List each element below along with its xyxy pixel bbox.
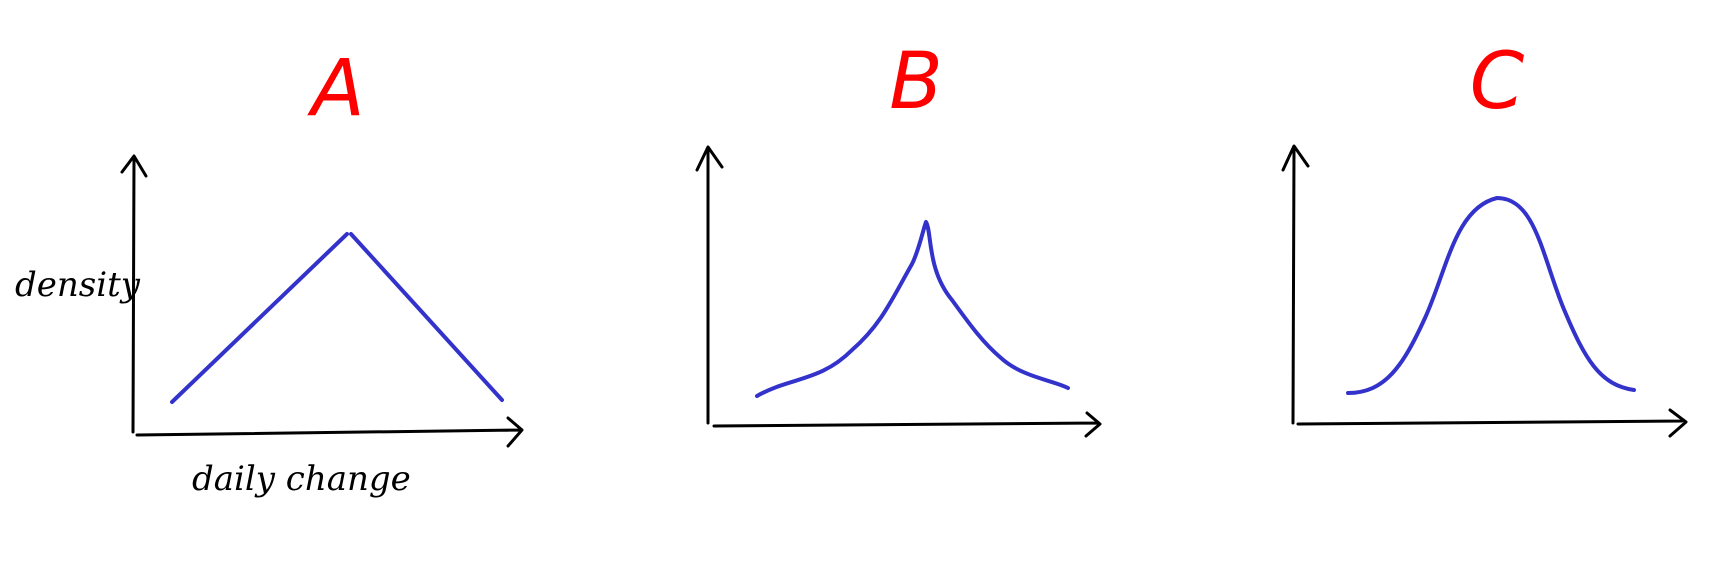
panel-b-y-axis [695, 145, 724, 425]
panel-a-curve [170, 232, 504, 404]
panel-c-x-axis [1296, 408, 1688, 438]
panel-b-label: B [889, 37, 943, 127]
panel-b-curve [755, 220, 1070, 398]
y-axis-label: density [15, 265, 141, 305]
panel-a-label: A [306, 44, 364, 134]
panel-b: B [695, 37, 1102, 438]
x-axis-label: daily change [192, 459, 411, 499]
panel-c-label: C [1470, 37, 1525, 127]
panel-a-y-axis [120, 154, 148, 434]
panel-a-x-axis [135, 416, 524, 448]
panel-a: A density daily change [15, 44, 524, 499]
panel-c-curve [1346, 196, 1636, 395]
panel-c-y-axis [1281, 144, 1310, 425]
panel-c: C [1281, 37, 1688, 438]
panel-b-x-axis [712, 411, 1102, 438]
